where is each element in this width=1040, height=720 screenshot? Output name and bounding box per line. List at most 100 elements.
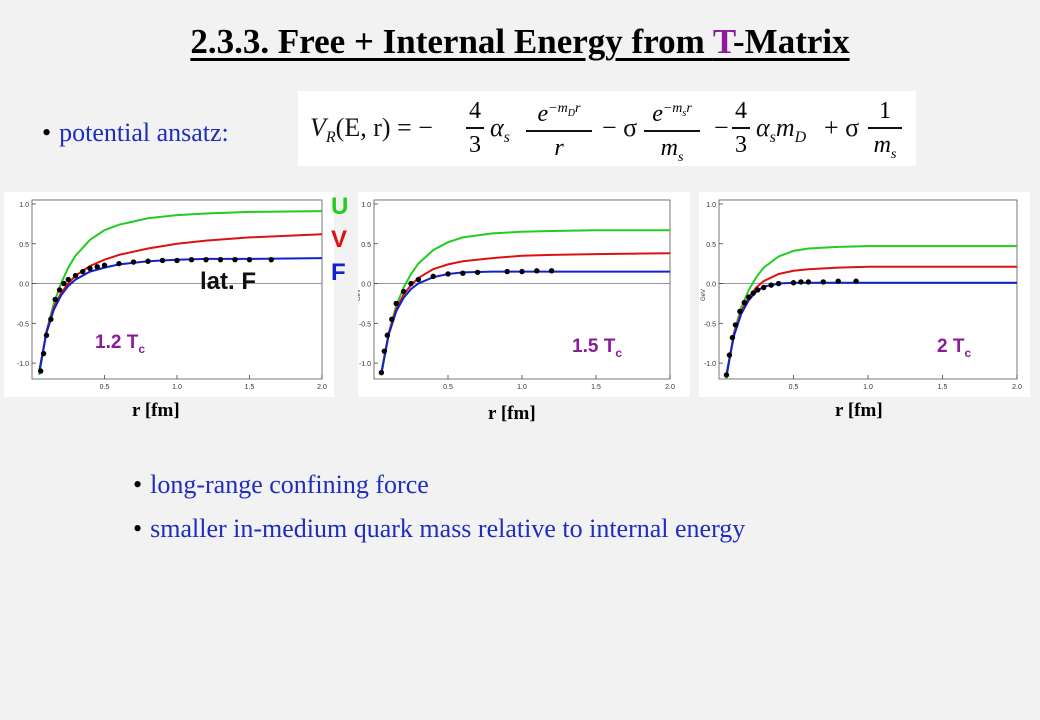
lattice-point bbox=[246, 256, 253, 263]
lattice-point bbox=[80, 268, 86, 275]
bullet-confining-text: long-range confining force bbox=[150, 470, 429, 499]
lattice-point bbox=[732, 322, 739, 328]
lattice-point bbox=[87, 265, 93, 272]
formula-lhs-sub: R bbox=[325, 129, 336, 147]
series-V-line bbox=[725, 265, 1017, 376]
lattice-point bbox=[504, 268, 510, 275]
legend-V: V bbox=[331, 226, 348, 253]
y-tick-label: -0.5 bbox=[704, 321, 716, 328]
lattice-point bbox=[534, 268, 540, 274]
lattice-point bbox=[805, 279, 812, 285]
lattice-point bbox=[741, 299, 748, 306]
lattice-point bbox=[384, 332, 391, 338]
y-tick-label: 0.5 bbox=[19, 242, 29, 249]
xlabel-1: r [fm] bbox=[132, 400, 180, 421]
lattice-point bbox=[174, 257, 180, 264]
temp-label-1: 1.2 Tc bbox=[95, 332, 145, 356]
formula-alpha2-md: αsmD bbox=[756, 113, 807, 147]
x-tick-label: 1.5 bbox=[938, 384, 948, 391]
lattice-point bbox=[268, 256, 274, 263]
temp-label-2: 1.5 Tc bbox=[572, 336, 622, 360]
lattice-point bbox=[217, 256, 224, 263]
lattice-point bbox=[746, 294, 752, 300]
lattice-point bbox=[48, 316, 54, 323]
formula-frac1: e−mDr r bbox=[526, 95, 592, 162]
lattice-point bbox=[519, 268, 525, 275]
lattice-point bbox=[52, 296, 58, 303]
x-tick-label: 1.0 bbox=[863, 384, 873, 391]
x-tick-label: 1.5 bbox=[591, 384, 601, 391]
bullet-dot: • bbox=[133, 514, 143, 543]
y-axis-label: GeV bbox=[701, 289, 707, 301]
lattice-point bbox=[408, 280, 414, 287]
legend-F: F bbox=[331, 259, 346, 286]
lattice-point bbox=[820, 279, 826, 285]
x-tick-label: 0.5 bbox=[100, 384, 110, 391]
x-tick-label: 2.0 bbox=[1012, 384, 1022, 391]
lattice-point bbox=[393, 300, 399, 307]
y-tick-label: 1.0 bbox=[19, 202, 29, 209]
bullet-dot: • bbox=[42, 118, 52, 147]
formula-minus2: − bbox=[714, 113, 729, 142]
y-tick-label: -0.5 bbox=[359, 321, 371, 328]
formula-lhs: VR(E, r) = − bbox=[310, 113, 433, 147]
legend-lat-F: lat. F bbox=[200, 268, 257, 295]
chart-panel-1: 1.0 0.5 0.0 -0.5 -1.0 0.5 1.0 1.5 2.0 bbox=[4, 192, 334, 397]
x-tick-label: 1.5 bbox=[245, 384, 255, 391]
series-F-line bbox=[725, 281, 1017, 376]
x-tick-label: 1.0 bbox=[172, 384, 182, 391]
lattice-point bbox=[94, 264, 100, 270]
chart-svg-3: 1.0 0.5 0.0 -0.5 -1.0 0.5 1.0 1.5 2.0 GeV bbox=[701, 199, 1022, 391]
lattice-point bbox=[726, 352, 733, 358]
y-tick-label: 0.5 bbox=[361, 242, 371, 249]
y-tick-label: -1.0 bbox=[17, 361, 29, 368]
lattice-point bbox=[761, 284, 767, 291]
lattice-point bbox=[775, 280, 782, 287]
x-tick-label: 0.5 bbox=[789, 384, 799, 391]
lattice-point bbox=[853, 278, 859, 284]
lattice-point bbox=[38, 368, 44, 374]
y-tick-label: 1.0 bbox=[706, 202, 716, 209]
chart-svg-2: 1.0 0.5 0.0 -0.5 -1.0 0.5 1.0 1.5 2.0 GeV bbox=[358, 199, 675, 391]
lattice-point bbox=[723, 372, 730, 378]
lattice-point bbox=[430, 273, 436, 280]
title-suffix: -Matrix bbox=[733, 22, 850, 61]
lattice-point bbox=[790, 280, 797, 286]
lattice-point bbox=[737, 308, 743, 315]
lattice-point bbox=[61, 280, 67, 287]
lattice-point bbox=[232, 256, 238, 263]
y-tick-label: -1.0 bbox=[704, 361, 716, 368]
series-V-line bbox=[380, 252, 671, 373]
y-axis-label: GeV bbox=[358, 289, 362, 301]
plot-frame bbox=[373, 199, 671, 380]
lattice-point bbox=[389, 316, 395, 323]
lattice-point bbox=[381, 348, 388, 354]
title-prefix: 2.3.3. Free + Internal Energy from bbox=[190, 22, 713, 61]
bullet-confining: • long-range confining force bbox=[133, 470, 429, 500]
lattice-point bbox=[116, 260, 122, 267]
y-tick-label: 0.0 bbox=[361, 282, 371, 289]
formula-lhs-v: V bbox=[310, 113, 326, 142]
lattice-point bbox=[56, 287, 63, 293]
series-U-line bbox=[380, 229, 670, 376]
legend-U: U bbox=[331, 193, 349, 220]
y-tick-label: 1.0 bbox=[361, 202, 371, 209]
lattice-point bbox=[798, 279, 804, 285]
lattice-point bbox=[400, 288, 407, 295]
lattice-point bbox=[130, 259, 137, 265]
lattice-point bbox=[65, 276, 71, 283]
y-tick-label: -1.0 bbox=[359, 361, 371, 368]
lattice-point bbox=[72, 272, 79, 279]
lattice-point bbox=[415, 276, 422, 283]
formula-frac2: e−msr ms bbox=[644, 95, 700, 172]
series-F-line bbox=[38, 257, 323, 372]
plot-frame bbox=[31, 199, 323, 380]
lattice-point bbox=[188, 256, 195, 263]
x-tick-label: 2.0 bbox=[665, 384, 675, 391]
formula-coef1-den: 3 bbox=[469, 132, 481, 158]
lattice-point bbox=[750, 290, 756, 296]
temp-label-3: 2 Tc bbox=[937, 336, 972, 360]
